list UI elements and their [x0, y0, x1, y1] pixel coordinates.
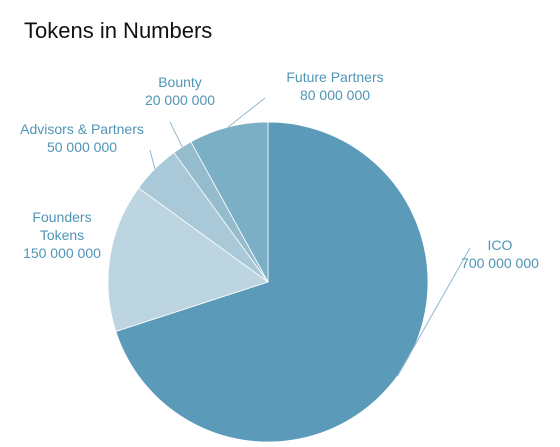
leader-line — [169, 121, 183, 148]
category-label: Founders Tokens — [32, 209, 92, 243]
value-label: 20 000 000 — [144, 92, 216, 108]
category-label: Bounty — [158, 74, 202, 90]
category-label: ICO — [487, 237, 513, 253]
slice-label: ICO 700 000 000 — [450, 236, 550, 272]
slice-label: Bounty 20 000 000 — [130, 73, 230, 109]
chart-title: Tokens in Numbers — [24, 18, 213, 43]
leader-line — [397, 247, 471, 377]
leader-line — [149, 149, 156, 169]
value-label: 80 000 000 — [299, 87, 371, 103]
slice-label: Founders Tokens 150 000 000 — [12, 208, 112, 262]
value-label: 700 000 000 — [461, 255, 539, 271]
pie-slice — [107, 187, 269, 332]
value-label: 150 000 000 — [23, 245, 101, 261]
slice-label: Advisors & Partners 50 000 000 — [7, 120, 157, 156]
pie-slice — [190, 121, 269, 283]
category-label: Advisors & Partners — [20, 121, 144, 137]
category-label: Future Partners — [286, 69, 384, 85]
leader-line — [227, 97, 266, 128]
slice-label: Future Partners 80 000 000 — [265, 68, 405, 104]
value-label: 50 000 000 — [46, 139, 118, 155]
